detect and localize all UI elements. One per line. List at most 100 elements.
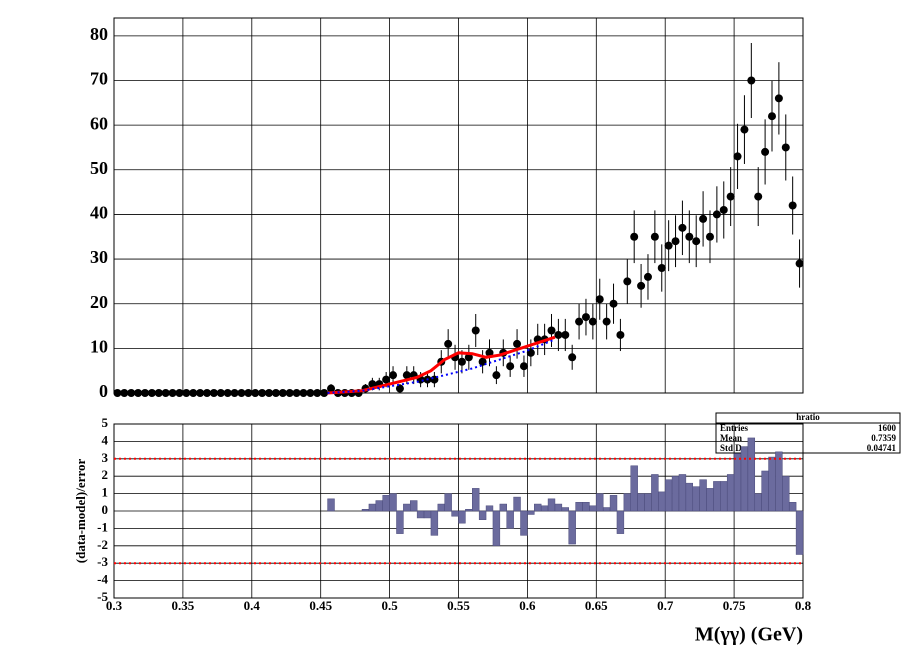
bar: [775, 451, 783, 512]
bar: [637, 493, 645, 512]
bar: [437, 503, 445, 512]
y-tick-label: 70: [90, 69, 108, 89]
y-tick-label: 60: [90, 113, 108, 133]
data-point: [251, 389, 260, 397]
data-point: [650, 232, 659, 241]
bar: [733, 453, 742, 512]
bar: [795, 510, 804, 555]
bar: [472, 488, 480, 512]
y-axis-title: (data-model)/error: [73, 459, 88, 564]
bar: [547, 498, 556, 512]
data-point: [389, 371, 398, 380]
x-tick-label: 0.8: [795, 598, 812, 613]
bar: [368, 503, 377, 512]
bar: [678, 474, 687, 512]
bar: [430, 510, 439, 536]
data-point: [726, 192, 735, 201]
data-point: [485, 348, 494, 357]
bar: [327, 498, 335, 512]
data-point: [678, 223, 687, 232]
bar: [361, 509, 370, 512]
data-point: [761, 147, 770, 156]
model-curve: [327, 338, 556, 394]
data-point: [795, 259, 804, 268]
data-point: [733, 152, 742, 161]
data-point: [258, 389, 267, 397]
bar: [609, 495, 618, 512]
bar: [782, 475, 790, 512]
data-point: [271, 389, 280, 397]
data-point: [182, 389, 191, 397]
bar: [506, 510, 514, 529]
y-tick-label: -3: [97, 554, 108, 569]
data-point: [754, 192, 763, 201]
data-point: [189, 389, 198, 397]
data-point: [471, 326, 480, 335]
data-point: [265, 389, 274, 397]
bar: [671, 475, 680, 512]
data-point: [154, 389, 163, 397]
bar: [458, 510, 466, 524]
bar: [444, 493, 452, 512]
data-point: [230, 389, 239, 397]
data-point: [575, 317, 584, 326]
data-point: [127, 389, 136, 397]
y-tick-label: 40: [90, 203, 108, 223]
bar: [706, 488, 714, 512]
bar: [788, 502, 797, 512]
data-point: [747, 76, 756, 85]
stats-title: hratio: [796, 412, 820, 422]
bar: [651, 474, 659, 512]
data-point: [568, 353, 577, 362]
bar: [534, 503, 542, 512]
data-point: [285, 389, 294, 397]
y-tick-label: -1: [97, 519, 108, 534]
bar: [685, 482, 694, 512]
bar: [568, 510, 576, 545]
x-tick-label: 0.6: [519, 598, 536, 613]
stats-value: 1600: [878, 423, 897, 433]
bar: [692, 486, 700, 512]
bar: [540, 505, 549, 512]
bar: [761, 470, 769, 512]
data-point: [292, 389, 301, 397]
bar: [768, 456, 776, 512]
y-tick-label: 5: [102, 415, 109, 430]
bar: [465, 509, 473, 512]
bar: [416, 510, 425, 519]
x-tick-label: 0.3: [106, 598, 123, 613]
y-tick-label: 0: [99, 381, 108, 401]
data-point: [223, 389, 232, 397]
bar: [403, 503, 411, 512]
data-point: [685, 232, 694, 241]
data-point: [327, 384, 336, 393]
bar: [527, 510, 535, 515]
data-point: [554, 330, 563, 339]
x-tick-label: 0.4: [244, 598, 261, 613]
bar: [561, 507, 569, 512]
bar: [623, 493, 631, 512]
y-tick-label: -2: [97, 537, 108, 552]
x-tick-label: 0.75: [723, 598, 746, 613]
bar: [582, 502, 590, 512]
data-point: [306, 389, 315, 397]
data-point: [699, 214, 708, 223]
data-point: [395, 384, 404, 393]
data-point: [147, 389, 156, 397]
x-tick-label: 0.45: [309, 598, 332, 613]
stats-box: hratio Entries 1600 Mean 0.7359 Std Dev …: [715, 412, 901, 454]
x-tick-label: 0.35: [172, 598, 195, 613]
bar: [726, 474, 735, 512]
data-point: [141, 389, 150, 397]
y-tick-label: 20: [90, 292, 108, 312]
data-point: [237, 389, 246, 397]
data-point: [134, 389, 143, 397]
data-point: [402, 371, 411, 380]
data-point: [692, 237, 701, 246]
y-tick-label: -4: [97, 572, 108, 587]
x-tick-label: 0.5: [381, 598, 398, 613]
y-tick-label: -5: [97, 589, 108, 604]
data-point: [320, 389, 329, 397]
data-point: [278, 389, 287, 397]
